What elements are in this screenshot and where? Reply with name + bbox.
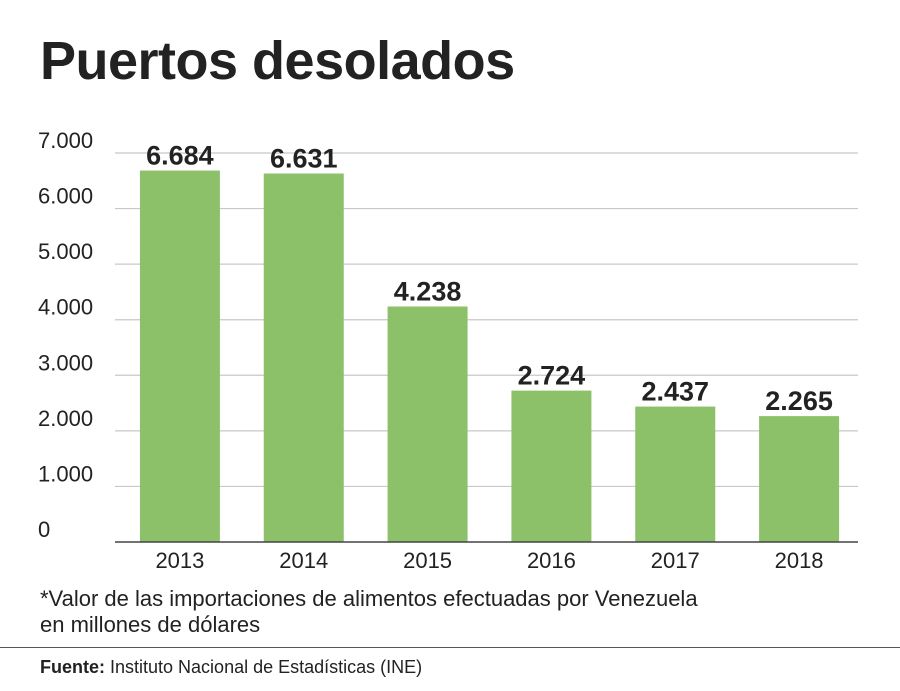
note-line-2: en millones de dólares — [40, 612, 261, 637]
bars — [139, 170, 840, 542]
chart-note: *Valor de las importaciones de alimentos… — [40, 586, 840, 638]
y-tick-label: 1.000 — [38, 461, 93, 486]
value-label-2014: 6.631 — [270, 144, 338, 174]
bar-2018 — [759, 416, 840, 542]
x-tick-label: 2014 — [279, 548, 328, 573]
x-tick-label: 2017 — [651, 548, 700, 573]
value-label-2018: 2.265 — [765, 386, 833, 416]
bar-2013 — [139, 170, 220, 542]
x-tick-label: 2013 — [155, 548, 204, 573]
value-labels: 6.684 6.631 4.238 2.724 2.437 2.265 — [146, 141, 833, 417]
y-tick-label: 4.000 — [38, 295, 93, 320]
y-tick-label: 7.000 — [38, 128, 93, 153]
chart-title: Puertos desolados — [40, 31, 515, 91]
y-tick-label: 5.000 — [38, 239, 93, 264]
bar-chart: 0 1.000 2.000 3.000 4.000 5.000 6.000 7.000 6.6… — [38, 128, 858, 573]
y-tick-label: 6.000 — [38, 184, 93, 209]
x-tick-label: 2015 — [403, 548, 452, 573]
gridlines — [115, 152, 858, 488]
source-label: Fuente: — [40, 657, 105, 677]
value-label-2015: 4.238 — [394, 276, 462, 306]
x-tick-label: 2016 — [527, 548, 576, 573]
footer-divider — [0, 647, 900, 648]
x-tick-label: 2018 — [775, 548, 824, 573]
y-tick-label: 3.000 — [38, 350, 93, 375]
value-label-2013: 6.684 — [146, 141, 214, 171]
y-axis-ticks: 0 1.000 2.000 3.000 4.000 5.000 6.000 7.000 — [38, 128, 93, 542]
bar-2017 — [635, 406, 716, 542]
y-tick-label: 2.000 — [38, 406, 93, 431]
note-line-1: *Valor de las importaciones de alimentos… — [40, 586, 698, 611]
bar-2014 — [263, 173, 344, 542]
source-text: Instituto Nacional de Estadísticas (INE) — [110, 657, 423, 677]
bar-2015 — [387, 306, 468, 542]
value-label-2017: 2.437 — [641, 377, 709, 407]
value-label-2016: 2.724 — [518, 361, 586, 391]
source-line: Fuente: Instituto Nacional de Estadístic… — [40, 657, 422, 678]
bar-2016 — [511, 390, 592, 542]
y-tick-label: 0 — [38, 517, 50, 542]
x-axis-ticks: 2013 2014 2015 2016 2017 2018 — [115, 541, 858, 573]
